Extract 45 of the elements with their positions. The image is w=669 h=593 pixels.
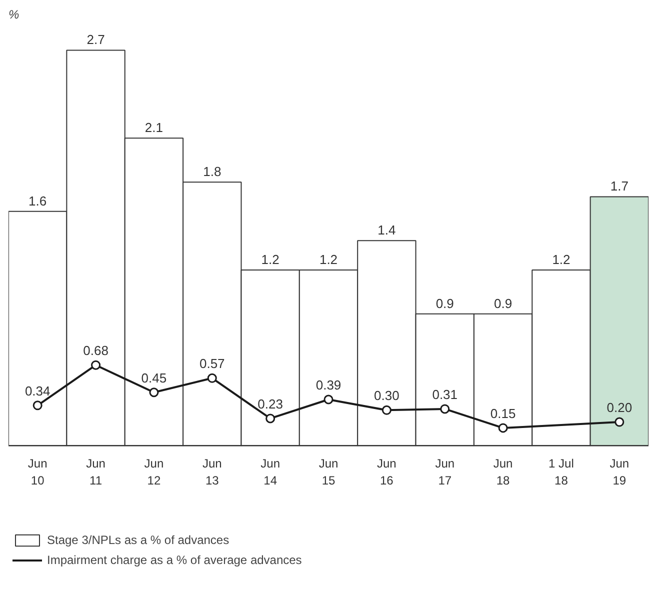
- legend-label: Impairment charge as a % of average advances: [47, 553, 302, 567]
- data-label: 0.31: [432, 386, 458, 402]
- x-tick-label: Jun 16: [377, 456, 396, 488]
- x-tick-label: Jun 18: [493, 456, 513, 488]
- point: [324, 394, 334, 404]
- data-label: 0.34: [24, 383, 50, 398]
- point: [382, 405, 392, 415]
- data-label: 1.2: [261, 252, 280, 267]
- data-label: 0.57: [199, 356, 225, 372]
- data-label: 1.2: [319, 252, 338, 267]
- data-label: 1.4: [378, 222, 396, 238]
- x-tick-label: Jun 12: [144, 456, 164, 488]
- legend-label: Stage 3/NPLs as a % of advances: [47, 533, 230, 547]
- point: [266, 414, 276, 424]
- point: [149, 388, 159, 398]
- data-label: 0.9: [494, 296, 512, 311]
- x-tick-label: Jun 17: [435, 456, 455, 488]
- x-tick-label: Jun 14: [260, 456, 280, 488]
- data-label: 2.7: [86, 32, 105, 48]
- point: [207, 373, 217, 383]
- data-label: 0.39: [316, 377, 342, 392]
- data-label: 0.23: [258, 396, 283, 412]
- data-label: 2.1: [144, 120, 163, 136]
- x-tick-label: 1 Jul 18: [548, 456, 574, 488]
- data-label: 0.68: [83, 343, 108, 358]
- y-axis-title: %: [8, 8, 20, 22]
- x-tick-label: Jun 11: [86, 456, 106, 488]
- x-tick-label: Jun 10: [28, 456, 48, 488]
- data-label: 0.9: [436, 296, 454, 311]
- point: [440, 404, 450, 414]
- point: [614, 417, 624, 427]
- x-tick-label: Jun 19: [610, 456, 630, 488]
- point: [32, 400, 42, 410]
- data-label: 0.45: [141, 370, 167, 386]
- data-label: 1.2: [552, 252, 570, 267]
- point: [91, 360, 101, 370]
- point: [498, 423, 508, 433]
- data-label: 1.7: [610, 178, 628, 194]
- data-label: 1.6: [28, 193, 47, 208]
- data-label: 0.20: [606, 400, 632, 416]
- data-label: 1.8: [203, 164, 222, 180]
- data-label: 0.15: [490, 406, 516, 421]
- data-label: 0.30: [374, 388, 400, 404]
- x-tick-label: Jun 15: [318, 456, 338, 488]
- x-tick-label: Jun 13: [202, 456, 222, 488]
